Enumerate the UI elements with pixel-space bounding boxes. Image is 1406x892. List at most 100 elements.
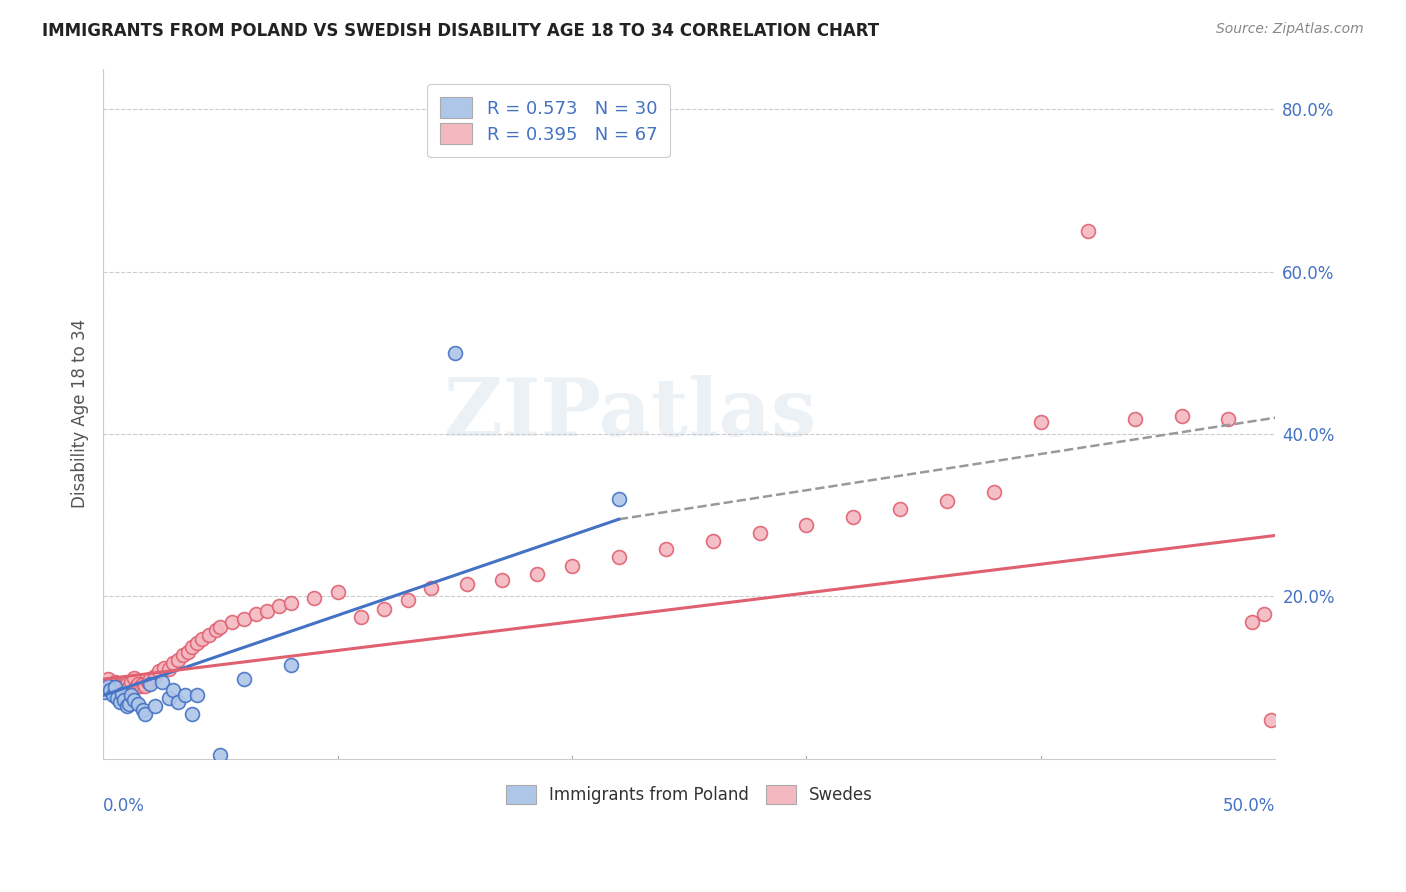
- Text: IMMIGRANTS FROM POLAND VS SWEDISH DISABILITY AGE 18 TO 34 CORRELATION CHART: IMMIGRANTS FROM POLAND VS SWEDISH DISABI…: [42, 22, 879, 40]
- Point: [209, 747, 232, 762]
- Point: [127, 697, 149, 711]
- Point: [143, 669, 166, 683]
- Point: [136, 674, 159, 689]
- Point: [167, 695, 190, 709]
- Point: [125, 681, 148, 695]
- Point: [181, 640, 204, 654]
- Point: [104, 681, 127, 695]
- Point: [112, 685, 135, 699]
- Point: [101, 689, 124, 703]
- Point: [129, 679, 152, 693]
- Point: [111, 682, 134, 697]
- Point: [112, 693, 135, 707]
- Point: [280, 596, 302, 610]
- Point: [302, 591, 325, 605]
- Point: [190, 632, 212, 646]
- Point: [443, 345, 465, 359]
- Point: [245, 607, 267, 622]
- Point: [162, 656, 184, 670]
- Point: [105, 679, 128, 693]
- Point: [111, 687, 134, 701]
- Point: [1077, 224, 1099, 238]
- Point: [118, 681, 141, 695]
- Legend: Immigrants from Poland, Swedes: Immigrants from Poland, Swedes: [498, 777, 882, 813]
- Point: [176, 644, 198, 658]
- Point: [97, 672, 120, 686]
- Point: [120, 689, 142, 703]
- Point: [936, 493, 959, 508]
- Text: ZIPatlas: ZIPatlas: [444, 375, 817, 452]
- Text: Source: ZipAtlas.com: Source: ZipAtlas.com: [1216, 22, 1364, 37]
- Point: [842, 509, 865, 524]
- Point: [108, 681, 131, 695]
- Y-axis label: Disability Age 18 to 34: Disability Age 18 to 34: [72, 319, 89, 508]
- Point: [134, 707, 156, 722]
- Point: [796, 517, 818, 532]
- Point: [420, 581, 443, 595]
- Point: [456, 577, 478, 591]
- Point: [139, 672, 162, 686]
- Point: [232, 612, 254, 626]
- Point: [607, 550, 630, 565]
- Point: [280, 658, 302, 673]
- Point: [1218, 412, 1240, 426]
- Point: [197, 628, 219, 642]
- Point: [186, 689, 208, 703]
- Point: [122, 671, 145, 685]
- Point: [120, 674, 142, 689]
- Point: [115, 698, 138, 713]
- Point: [1253, 607, 1275, 622]
- Point: [221, 615, 243, 630]
- Point: [101, 682, 124, 697]
- Point: [186, 636, 208, 650]
- Point: [702, 534, 724, 549]
- Point: [139, 677, 162, 691]
- Point: [132, 703, 155, 717]
- Point: [122, 693, 145, 707]
- Point: [172, 648, 194, 662]
- Point: [118, 697, 141, 711]
- Point: [889, 501, 911, 516]
- Point: [526, 566, 548, 581]
- Point: [98, 679, 121, 693]
- Point: [174, 689, 197, 703]
- Point: [267, 599, 290, 613]
- Text: 50.0%: 50.0%: [1223, 797, 1275, 814]
- Point: [561, 558, 583, 573]
- Point: [134, 679, 156, 693]
- Point: [105, 690, 128, 705]
- Point: [204, 624, 226, 638]
- Point: [127, 677, 149, 691]
- Point: [607, 491, 630, 506]
- Point: [1260, 713, 1282, 727]
- Point: [326, 585, 349, 599]
- Point: [150, 674, 173, 689]
- Point: [1240, 615, 1263, 630]
- Point: [396, 593, 419, 607]
- Point: [748, 526, 770, 541]
- Point: [167, 653, 190, 667]
- Point: [97, 679, 120, 693]
- Point: [1170, 409, 1192, 423]
- Point: [983, 485, 1005, 500]
- Point: [181, 707, 204, 722]
- Point: [94, 685, 117, 699]
- Point: [104, 674, 127, 689]
- Point: [232, 672, 254, 686]
- Point: [209, 620, 232, 634]
- Point: [350, 609, 373, 624]
- Point: [256, 604, 278, 618]
- Point: [157, 690, 180, 705]
- Point: [132, 677, 155, 691]
- Point: [1029, 415, 1052, 429]
- Point: [491, 573, 513, 587]
- Text: 0.0%: 0.0%: [103, 797, 145, 814]
- Point: [115, 677, 138, 691]
- Point: [373, 601, 395, 615]
- Point: [94, 677, 117, 691]
- Point: [98, 682, 121, 697]
- Point: [1123, 412, 1146, 426]
- Point: [655, 542, 678, 557]
- Point: [108, 695, 131, 709]
- Point: [157, 663, 180, 677]
